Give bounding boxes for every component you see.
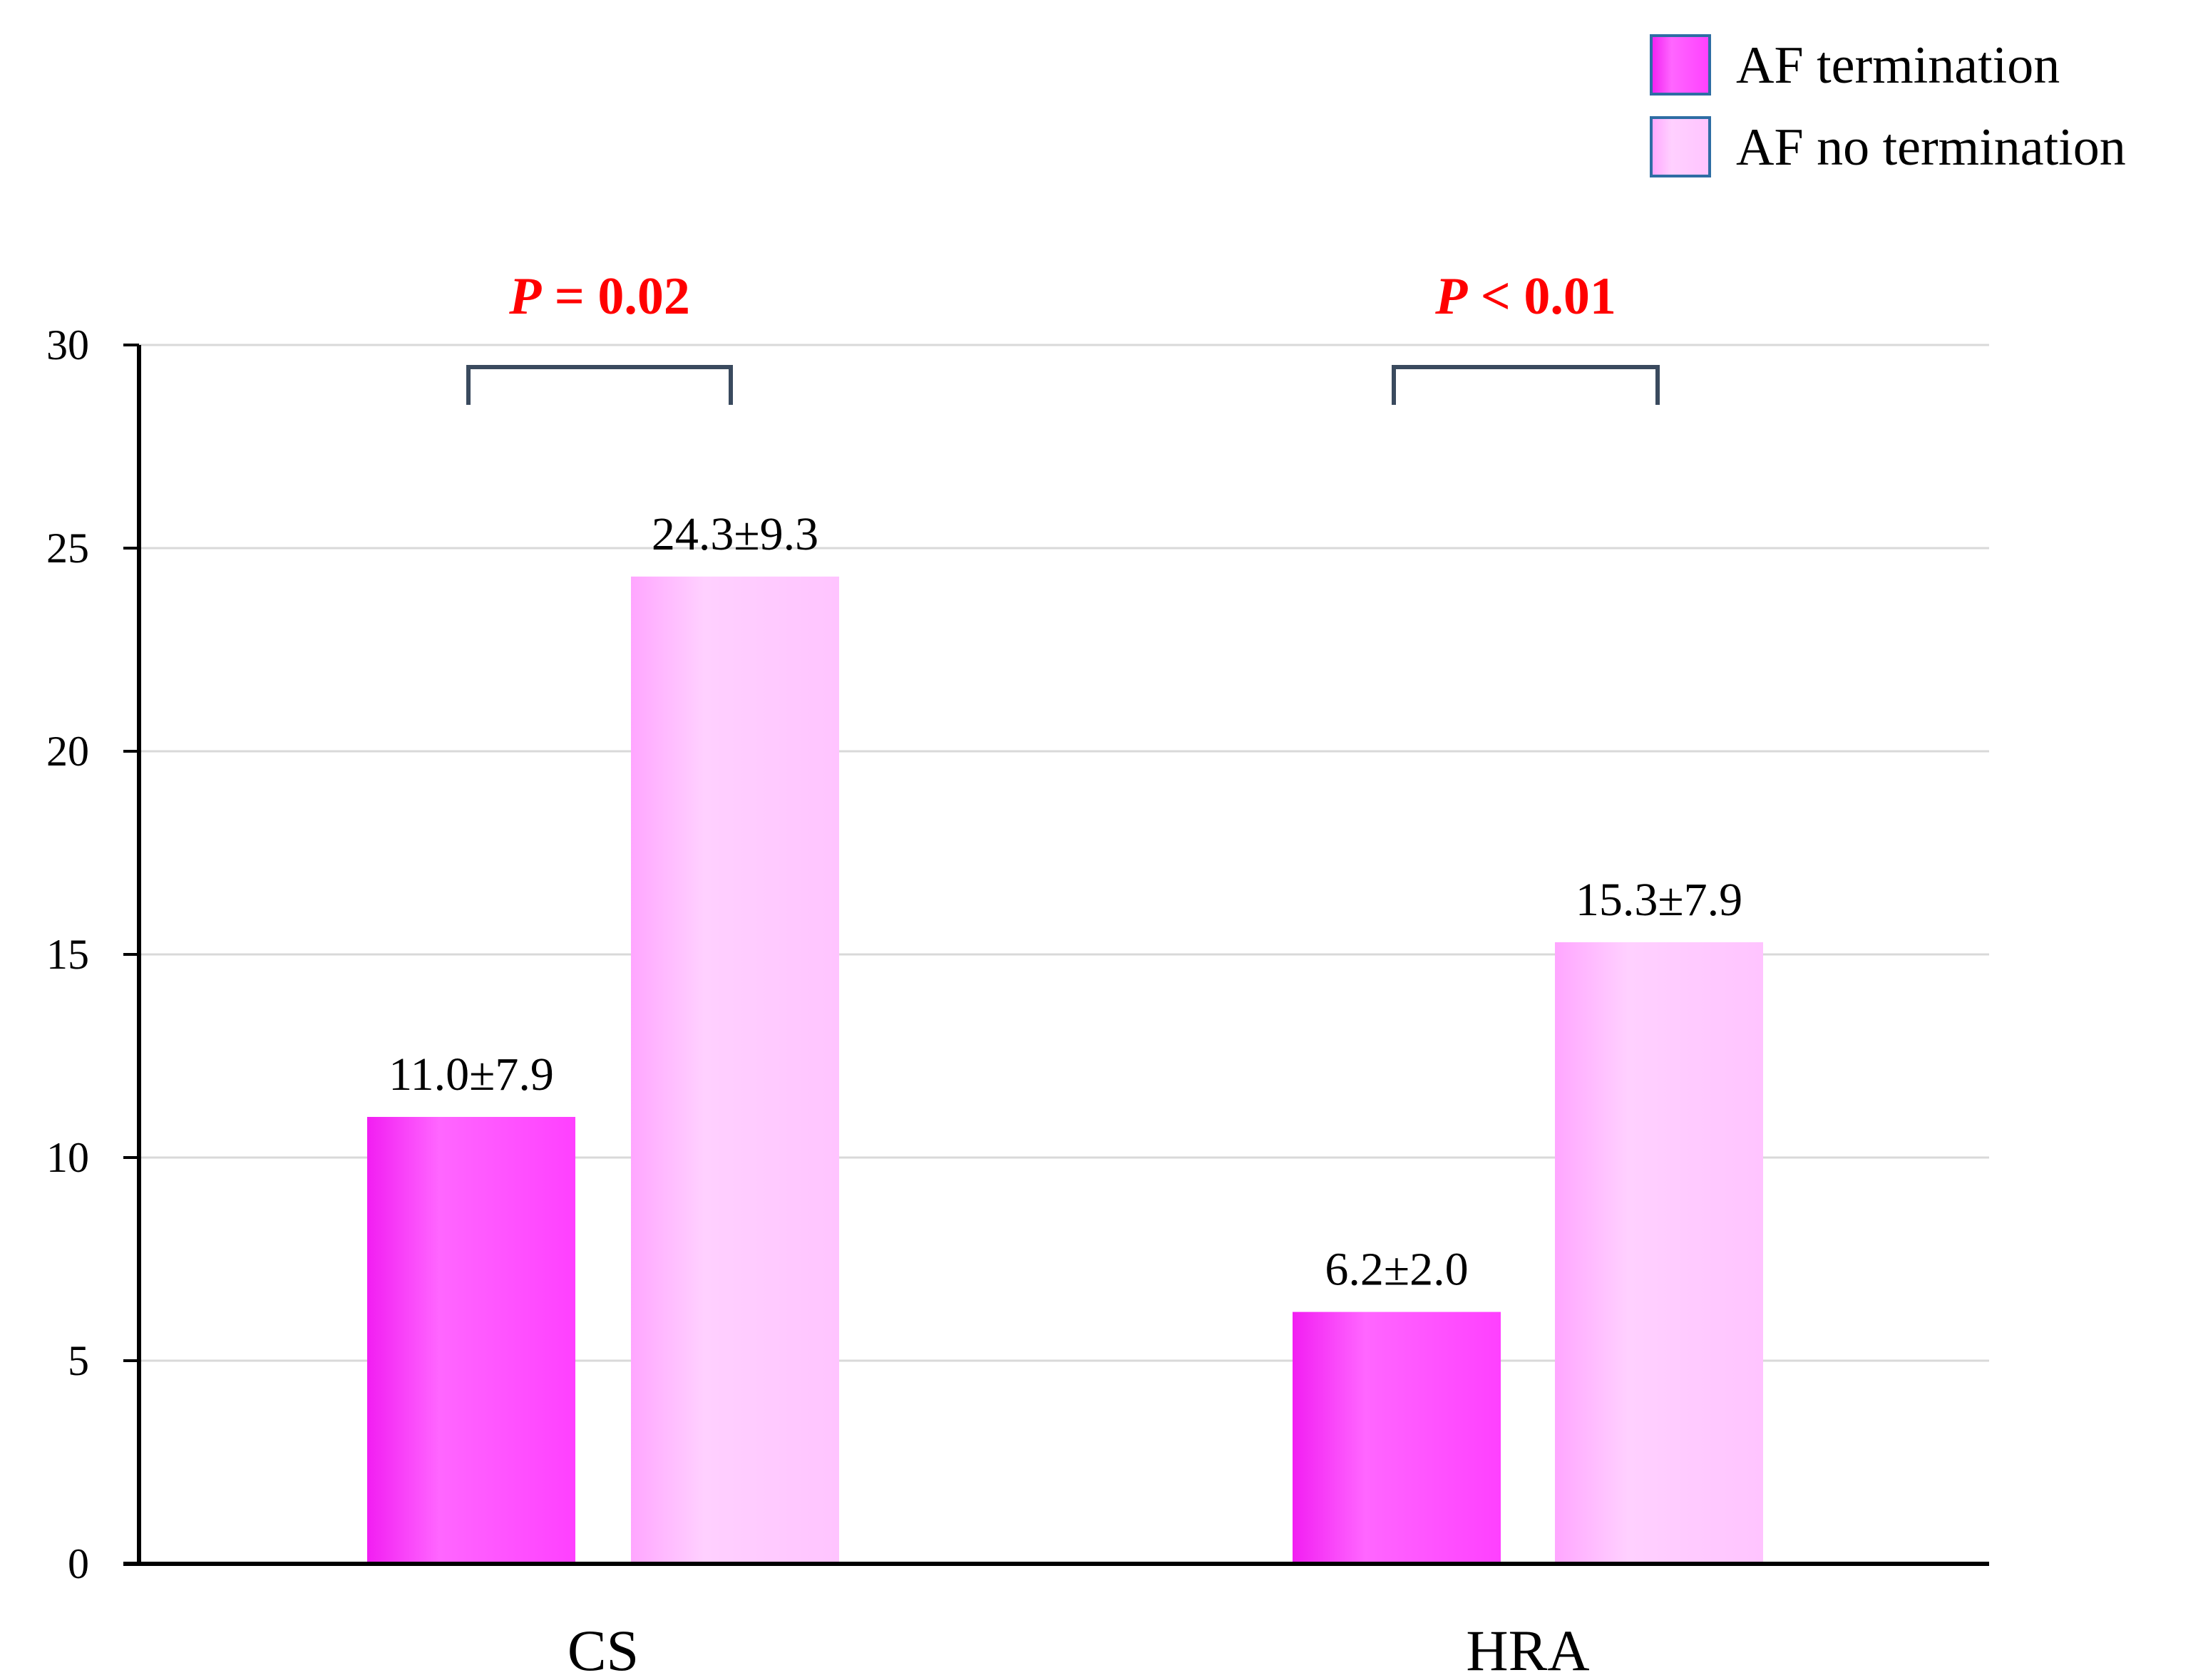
significance-bracket	[1392, 365, 1660, 405]
y-tick-label: 0	[68, 1540, 89, 1587]
legend-label: AF termination	[1736, 36, 2060, 95]
y-tick-label: 25	[46, 525, 89, 572]
legend-swatch	[1650, 116, 1711, 177]
axes	[123, 344, 1989, 1566]
bar-hra-no-termination	[1555, 942, 1763, 1564]
y-tick-label: 30	[46, 321, 89, 369]
significance-bracket	[466, 365, 733, 405]
p-value-label: P < 0.01	[1434, 267, 1616, 326]
data-label: 15.3±7.9	[1576, 874, 1742, 926]
labels: 0 5 10 15 20 25 30 11.0±7.9 6.2±2.0 24.3±9.3 15.3±…	[46, 267, 1742, 1680]
data-label: 24.3±9.3	[652, 508, 818, 560]
y-tick-label: 10	[46, 1134, 89, 1181]
data-label: 6.2±2.0	[1325, 1244, 1468, 1296]
legend-swatch	[1650, 34, 1711, 96]
bar-cs-no-termination	[631, 576, 839, 1564]
bar-cs-termination	[367, 1117, 575, 1564]
data-label: 11.0±7.9	[389, 1048, 554, 1101]
y-tick-label: 5	[68, 1337, 89, 1384]
x-category-label: CS	[568, 1618, 639, 1680]
y-tick-label: 15	[46, 931, 89, 978]
x-category-label: HRA	[1466, 1618, 1589, 1680]
bar-hra-termination	[1293, 1311, 1501, 1564]
legend-label: AF no termination	[1736, 118, 2126, 177]
bars	[367, 576, 1763, 1564]
y-tick-label: 20	[46, 728, 89, 775]
p-value-label: P = 0.02	[508, 267, 690, 326]
legend: AF termination AF no termination	[1650, 34, 2126, 177]
